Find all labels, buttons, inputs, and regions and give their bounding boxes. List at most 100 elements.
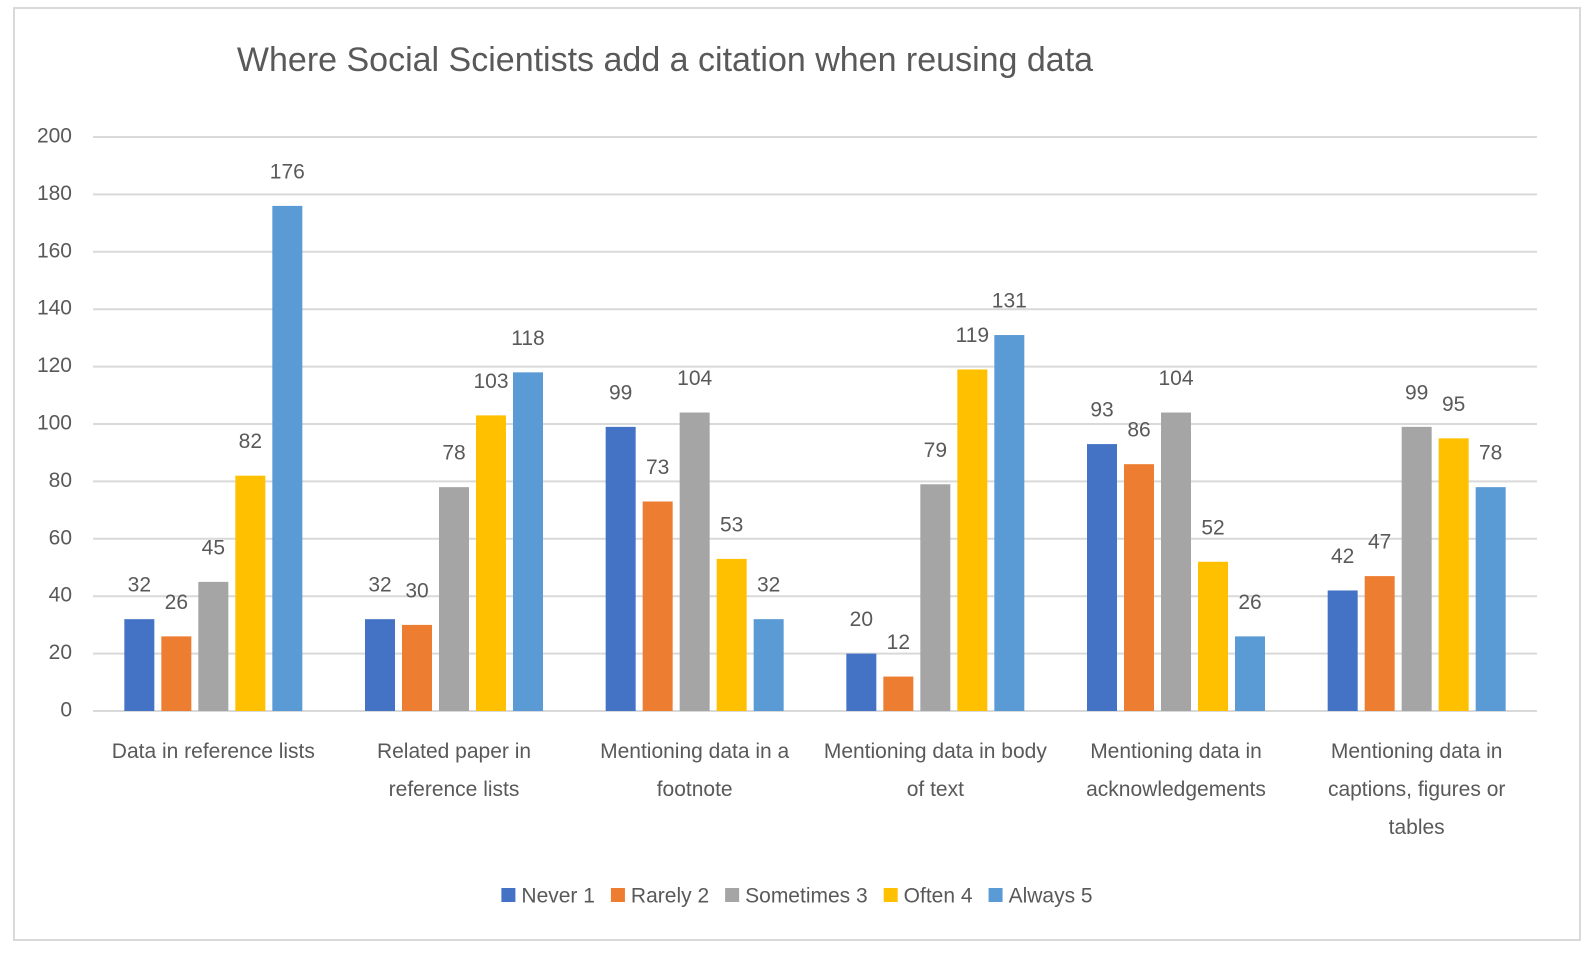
bar (679, 412, 710, 711)
legend-label: Rarely 2 (631, 885, 709, 908)
bar (716, 558, 747, 711)
legend-swatch (610, 888, 625, 902)
value-label: 93 (1090, 399, 1113, 422)
bar (605, 426, 636, 711)
value-label: 104 (1158, 367, 1193, 390)
label-line: of text (907, 778, 964, 801)
value-label: 73 (646, 456, 669, 479)
value-label: 78 (1479, 442, 1502, 465)
bar (476, 415, 506, 711)
label-line: Related paper in (377, 740, 531, 763)
bar (235, 475, 266, 711)
y-tick-label: 140 (37, 297, 72, 320)
y-tick-label: 180 (37, 182, 72, 205)
value-label: 26 (165, 591, 188, 614)
bar (1438, 438, 1469, 711)
bar (994, 335, 1025, 711)
value-label: 32 (368, 574, 391, 597)
value-label: 45 (202, 536, 225, 559)
value-label: 118 (511, 327, 544, 350)
legend: Never 1 Rarely 2 Sometimes 3 Often 4 Always … (501, 885, 1093, 908)
y-tick-label: 200 (37, 125, 72, 148)
legend-label: Often 4 (904, 885, 973, 908)
y-tick-label: 80 (49, 469, 72, 492)
bar (513, 372, 543, 711)
bar (883, 676, 914, 711)
bar (957, 369, 988, 711)
chart-title: Where Social Scientists add a citation w… (237, 41, 1093, 79)
bar (1161, 412, 1191, 711)
bar (753, 619, 784, 711)
label-line: captions, figures or (1328, 778, 1505, 801)
value-label: 104 (677, 367, 712, 390)
bar (198, 581, 229, 711)
value-label: 20 (850, 608, 873, 631)
x-tick-label: Mentioning data in acknowledgements (1086, 740, 1266, 801)
y-tick-label: 40 (49, 584, 72, 607)
legend-swatch (883, 888, 898, 902)
value-label: 103 (473, 370, 508, 393)
bar (1475, 487, 1506, 711)
value-label: 30 (405, 579, 428, 602)
value-label: 95 (1442, 393, 1465, 416)
value-label: 82 (239, 430, 262, 453)
label-line: Mentioning data in a (600, 740, 789, 763)
y-tick-label: 60 (49, 526, 72, 549)
value-label: 131 (992, 290, 1027, 313)
value-label: 119 (956, 324, 989, 347)
x-tick-label: Data in reference lists (112, 740, 315, 763)
value-label: 99 (1405, 381, 1428, 404)
value-label: 12 (887, 631, 910, 654)
bar (642, 501, 673, 711)
y-tick-label: 160 (37, 239, 72, 262)
bar (365, 619, 395, 711)
bar (124, 619, 155, 711)
label-line: footnote (657, 778, 733, 801)
value-label: 32 (128, 574, 151, 597)
bar (161, 636, 192, 711)
bar (1364, 576, 1395, 711)
bar (1401, 426, 1432, 711)
x-tick-label: Mentioning data in captions, figures or ta… (1328, 740, 1505, 839)
label-line: Mentioning data in body (824, 740, 1047, 763)
x-tick-label: Related paper in reference lists (377, 740, 531, 801)
label-line: tables (1389, 816, 1445, 839)
bar (402, 624, 432, 711)
legend-label: Never 1 (521, 885, 595, 908)
x-tick-label: Mentioning data in body of text (824, 740, 1047, 801)
x-tick-label: Mentioning data in a footnote (600, 740, 789, 801)
value-label: 32 (757, 574, 780, 597)
value-label: 52 (1201, 516, 1224, 539)
bar (1124, 464, 1154, 711)
label-line: Mentioning data in (1090, 740, 1262, 763)
y-tick-label: 100 (37, 412, 72, 435)
label-line: Data in reference lists (112, 740, 315, 763)
y-tick-label: 120 (37, 354, 72, 377)
y-tick-label: 20 (49, 641, 72, 664)
bar (1235, 636, 1265, 711)
legend-label: Always 5 (1009, 885, 1093, 908)
label-line: reference lists (389, 778, 520, 801)
legend-swatch (501, 888, 516, 902)
legend-swatch (988, 888, 1003, 902)
label-line: acknowledgements (1086, 778, 1266, 801)
value-label: 86 (1127, 419, 1150, 442)
bar (272, 205, 303, 711)
legend-label: Sometimes 3 (745, 885, 868, 908)
value-label: 99 (609, 381, 632, 404)
value-label: 53 (720, 513, 743, 536)
value-label: 42 (1331, 545, 1354, 568)
label-line: Mentioning data in (1331, 740, 1503, 763)
bar (846, 653, 877, 711)
value-label: 78 (442, 442, 465, 465)
value-label: 47 (1368, 531, 1391, 554)
bar (1087, 444, 1117, 711)
value-label: 26 (1238, 591, 1261, 614)
legend-swatch (725, 888, 740, 902)
bar (1327, 590, 1358, 711)
bar (1198, 561, 1228, 711)
value-label: 176 (270, 160, 305, 183)
value-label: 79 (924, 439, 947, 462)
y-tick-label: 0 (60, 699, 72, 722)
